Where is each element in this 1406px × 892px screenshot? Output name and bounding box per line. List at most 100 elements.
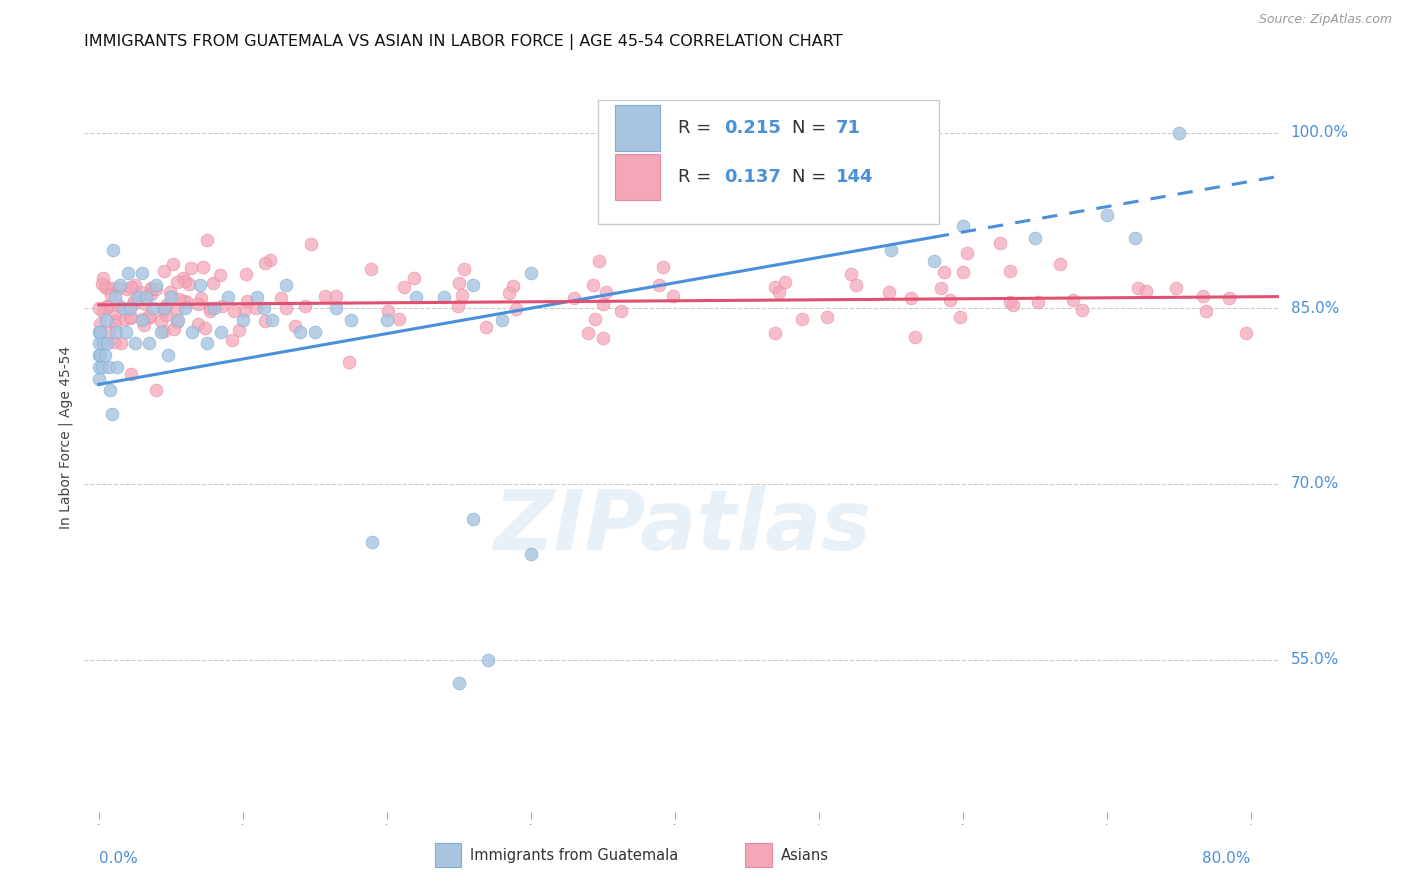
Point bbox=[939, 293, 962, 307]
Text: 144: 144 bbox=[837, 168, 873, 186]
Point bbox=[97, 359, 120, 374]
Point bbox=[1002, 298, 1025, 312]
Point bbox=[952, 264, 974, 278]
Point bbox=[176, 295, 198, 310]
Point bbox=[502, 279, 524, 293]
Point bbox=[195, 336, 218, 351]
Point bbox=[89, 318, 111, 332]
Text: 80.0%: 80.0% bbox=[1202, 851, 1251, 865]
Point bbox=[839, 268, 862, 282]
Point bbox=[141, 280, 163, 294]
Point bbox=[117, 266, 139, 280]
Point bbox=[98, 384, 121, 398]
Point bbox=[1218, 291, 1240, 305]
Point bbox=[576, 326, 599, 341]
Point bbox=[1062, 293, 1084, 308]
Point bbox=[792, 311, 814, 326]
Point bbox=[91, 305, 114, 319]
Point bbox=[339, 313, 361, 327]
Point bbox=[932, 265, 955, 279]
Point bbox=[87, 325, 110, 339]
Point bbox=[299, 236, 322, 251]
Point bbox=[211, 299, 233, 313]
Point bbox=[139, 287, 162, 301]
Point bbox=[96, 299, 118, 313]
Point bbox=[1095, 208, 1118, 222]
Point bbox=[222, 304, 245, 318]
Point bbox=[124, 277, 146, 292]
Point bbox=[232, 313, 254, 327]
Point bbox=[929, 281, 952, 295]
Point bbox=[209, 325, 232, 339]
Point bbox=[519, 266, 541, 280]
Point bbox=[87, 359, 110, 374]
Point bbox=[145, 277, 167, 292]
Point bbox=[190, 291, 212, 305]
Point bbox=[773, 275, 796, 289]
Point bbox=[583, 312, 606, 326]
Text: 70.0%: 70.0% bbox=[1291, 476, 1339, 491]
Text: ZIPatlas: ZIPatlas bbox=[494, 486, 870, 567]
Point bbox=[648, 278, 671, 293]
Point bbox=[246, 289, 269, 303]
Point bbox=[112, 301, 135, 316]
Point bbox=[138, 310, 160, 324]
Text: R =: R = bbox=[678, 168, 717, 186]
Text: 0.137: 0.137 bbox=[724, 168, 780, 186]
Point bbox=[451, 287, 474, 301]
Point bbox=[145, 282, 167, 296]
Point bbox=[94, 313, 117, 327]
Point bbox=[172, 271, 194, 285]
Point bbox=[174, 301, 197, 316]
Point bbox=[187, 317, 209, 331]
Point bbox=[433, 289, 456, 303]
Point bbox=[101, 243, 124, 257]
Point bbox=[153, 324, 176, 338]
Point bbox=[138, 336, 160, 351]
Point bbox=[1192, 289, 1215, 303]
Point bbox=[949, 310, 972, 325]
Text: Immigrants from Guatemala: Immigrants from Guatemala bbox=[471, 847, 679, 863]
Text: 55.0%: 55.0% bbox=[1291, 652, 1339, 667]
Point bbox=[662, 289, 685, 303]
FancyBboxPatch shape bbox=[599, 100, 939, 224]
Point bbox=[198, 303, 221, 318]
Point bbox=[89, 325, 111, 339]
Point bbox=[879, 243, 901, 257]
Point bbox=[360, 262, 382, 277]
Point bbox=[217, 289, 239, 303]
Point bbox=[139, 283, 162, 297]
Point bbox=[290, 325, 312, 339]
Point bbox=[120, 310, 142, 324]
Point bbox=[188, 277, 211, 292]
Point bbox=[477, 652, 499, 666]
Point bbox=[180, 260, 202, 275]
Text: Source: ZipAtlas.com: Source: ZipAtlas.com bbox=[1258, 13, 1392, 27]
Point bbox=[405, 289, 427, 303]
Point bbox=[1128, 281, 1150, 295]
FancyBboxPatch shape bbox=[745, 843, 772, 867]
Point bbox=[768, 285, 790, 299]
Point bbox=[453, 262, 475, 277]
Point bbox=[156, 348, 179, 362]
Point bbox=[152, 263, 174, 277]
Point bbox=[152, 301, 174, 316]
Point bbox=[922, 254, 945, 268]
Point bbox=[505, 301, 527, 316]
Point bbox=[145, 383, 167, 397]
Point bbox=[595, 285, 617, 300]
Point bbox=[879, 285, 901, 300]
Point bbox=[228, 323, 250, 337]
Point bbox=[284, 319, 307, 334]
Text: N =: N = bbox=[792, 119, 832, 137]
Point bbox=[115, 282, 138, 296]
Point bbox=[167, 313, 190, 327]
Point bbox=[260, 313, 283, 327]
FancyBboxPatch shape bbox=[614, 153, 661, 200]
Point bbox=[155, 308, 177, 322]
Point bbox=[998, 264, 1021, 278]
Point bbox=[142, 301, 165, 316]
Point bbox=[202, 301, 225, 316]
Point bbox=[121, 297, 143, 311]
Point bbox=[107, 298, 129, 312]
